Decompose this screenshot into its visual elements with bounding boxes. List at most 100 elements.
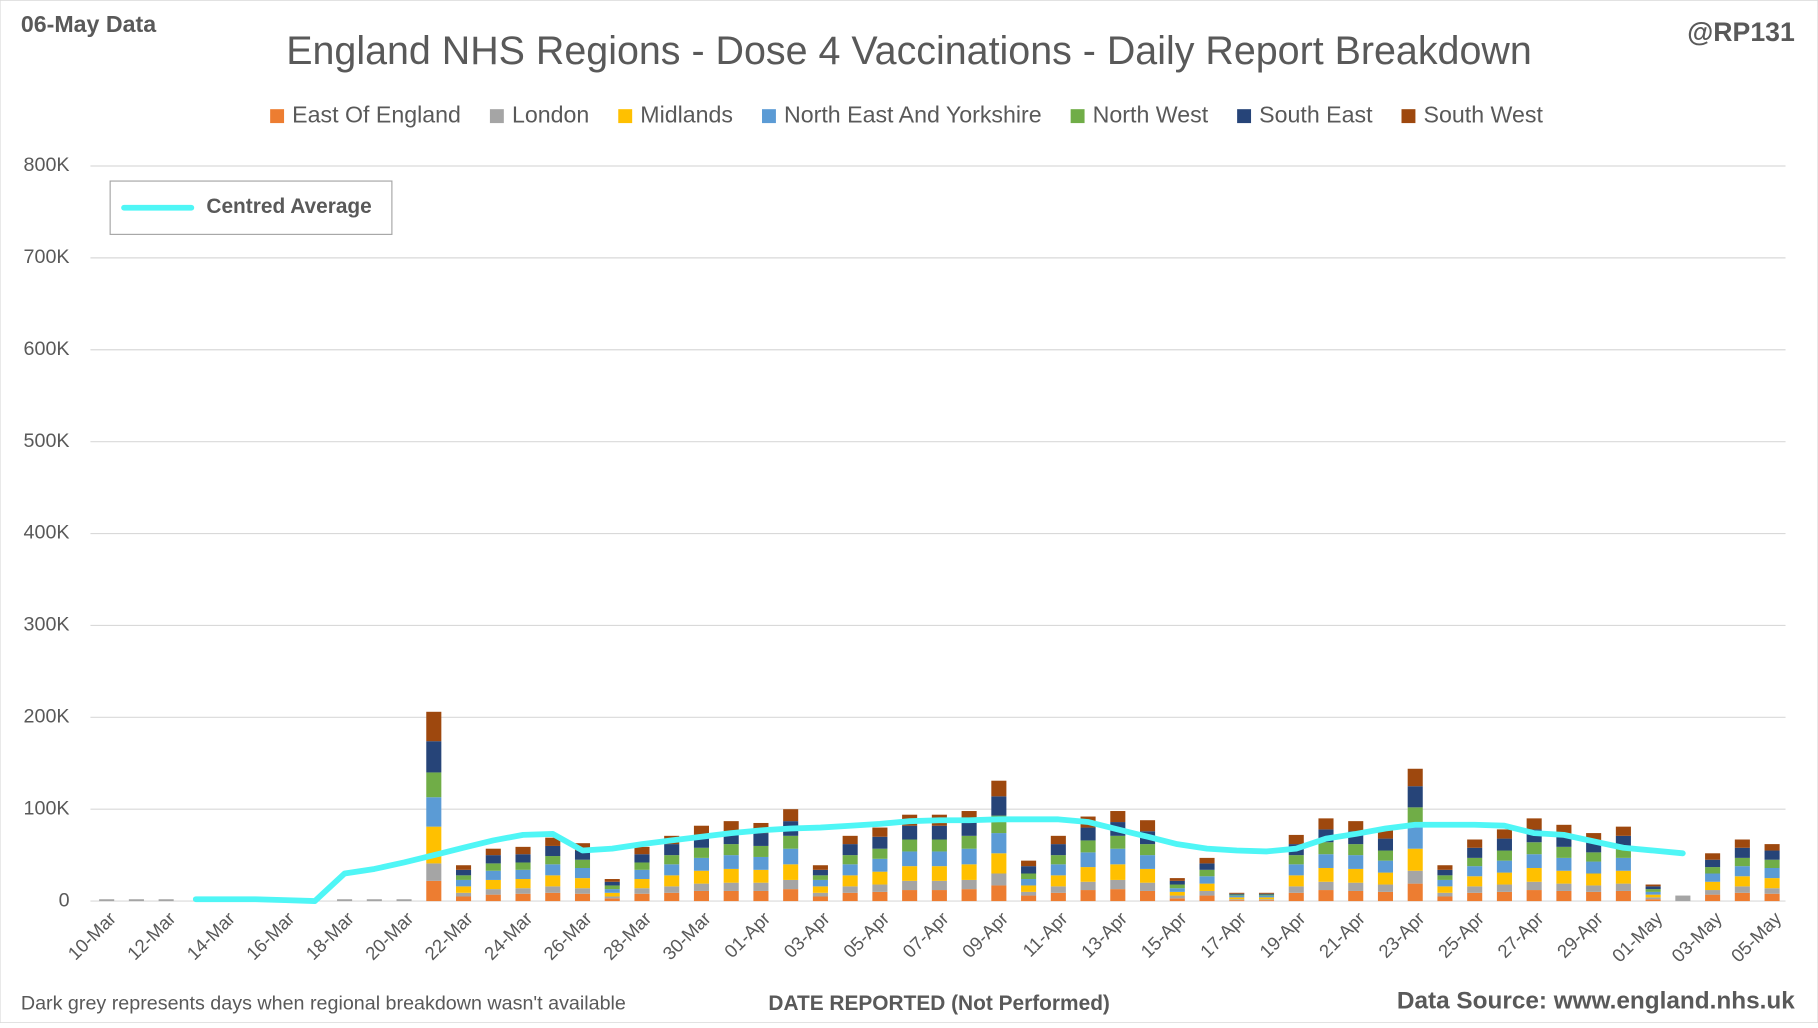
- bar-segment: [1021, 860, 1037, 867]
- bar-segment: [872, 858, 888, 872]
- bar-segment: [456, 886, 472, 893]
- bar-segment: [723, 890, 739, 902]
- bar-segment: [1615, 870, 1631, 884]
- bar-segment: [1021, 885, 1037, 892]
- average-line: [192, 816, 1686, 904]
- bar-segment: [426, 863, 442, 881]
- line-legend-label: Centred Average: [206, 195, 371, 218]
- legend-swatch: [270, 109, 285, 124]
- bar-segment: [1556, 883, 1572, 891]
- bar-segment: [1496, 860, 1512, 873]
- legend-swatch: [1070, 109, 1085, 124]
- bar-segment: [1348, 868, 1364, 883]
- bar-segment: [1615, 826, 1631, 836]
- bar-segment: [1407, 848, 1423, 871]
- bar-segment: [1258, 894, 1275, 896]
- bar-segment: [753, 890, 769, 902]
- bar-segment: [1645, 891, 1661, 895]
- bar-segment: [1734, 847, 1750, 858]
- legend-label: London: [512, 101, 589, 127]
- bar-segment: [1169, 891, 1185, 896]
- bar-segment: [1734, 886, 1750, 893]
- bar-segment: [1110, 879, 1126, 890]
- bar-segment: [1258, 900, 1275, 902]
- bar-segment: [545, 892, 561, 902]
- bar-segment: [545, 845, 561, 857]
- bar-segment: [485, 863, 501, 871]
- legend-label: North East And Yorkshire: [784, 101, 1042, 127]
- bar-segment: [753, 845, 769, 857]
- bar-segment: [1556, 834, 1572, 847]
- bar-segment: [1734, 876, 1750, 887]
- bar-segment: [1645, 884, 1661, 887]
- bar-segment: [1050, 855, 1066, 865]
- bar-segment: [1318, 842, 1334, 855]
- bar-segment: [783, 879, 799, 890]
- legend-swatch: [1401, 109, 1416, 124]
- bar-segment: [872, 891, 888, 902]
- bar-segment: [1110, 811, 1126, 823]
- bar-segment: [693, 870, 709, 884]
- bar-segment: [1199, 876, 1215, 884]
- bar-segment: [693, 825, 709, 836]
- bar-segment: [1467, 839, 1483, 848]
- y-tick-label: 300K: [24, 614, 70, 636]
- bar-segment: [1526, 854, 1542, 868]
- bar-segment: [1348, 844, 1364, 856]
- bar-segment: [1377, 829, 1394, 839]
- bar-segment: [842, 855, 858, 865]
- bar-segment: [485, 870, 501, 880]
- bar-segment: [1199, 883, 1215, 891]
- bar-segment: [1586, 833, 1602, 842]
- bar-segment: [485, 855, 501, 864]
- bar-segment: [723, 844, 739, 856]
- bar-segment: [1318, 854, 1334, 868]
- bar-segment: [931, 825, 947, 840]
- bar-segment: [604, 898, 620, 902]
- y-tick-label: 100K: [24, 797, 70, 819]
- bar-segment: [783, 864, 799, 880]
- bar-segment: [1437, 865, 1453, 870]
- bar-segment: [812, 879, 828, 887]
- bar-segment: [515, 893, 531, 902]
- bar-segment: [753, 882, 769, 891]
- bar-segment: [1496, 872, 1512, 885]
- y-tick-label: 600K: [24, 338, 70, 360]
- bar-segment: [842, 835, 858, 845]
- bar-segment: [991, 780, 1007, 797]
- bar-segment: [693, 847, 709, 858]
- bar-segment: [574, 878, 591, 889]
- bar-segment: [426, 880, 442, 902]
- bar-segment: [1377, 838, 1394, 851]
- legend: East Of England London Midlands North East …: [109, 101, 1543, 235]
- bar-segment: [1288, 834, 1304, 845]
- bar-segment: [842, 844, 858, 856]
- y-tick-label: 200K: [24, 706, 70, 728]
- bar-segment: [1586, 873, 1602, 886]
- bar-segment: [753, 869, 769, 883]
- bar-segment: [456, 892, 472, 897]
- bar-segment: [1407, 768, 1423, 787]
- bar-segment: [1050, 835, 1066, 845]
- bar-segment: [604, 885, 620, 890]
- bar-segment: [515, 879, 531, 889]
- bar-segment: [1705, 853, 1721, 860]
- bar-segment: [1229, 895, 1245, 898]
- bar-segment: [1586, 841, 1602, 853]
- bar-segment: [1764, 888, 1780, 894]
- bar-segment: [1556, 890, 1572, 902]
- bar-segment: [1734, 857, 1750, 867]
- bar-segment: [812, 869, 828, 876]
- bar-segment: [1318, 818, 1334, 830]
- bar-segment: [1258, 892, 1275, 894]
- bar-segment: [1080, 840, 1096, 853]
- bar-segment: [902, 880, 918, 891]
- bar-segment: [1021, 895, 1037, 902]
- bar-segment: [485, 889, 501, 895]
- bar-segment: [961, 879, 977, 890]
- y-tick-label: 400K: [24, 522, 70, 544]
- chart-title: England NHS Regions - Dose 4 Vaccination…: [286, 29, 1532, 73]
- bar-segment: [991, 885, 1007, 902]
- y-tick-label: 500K: [24, 430, 70, 452]
